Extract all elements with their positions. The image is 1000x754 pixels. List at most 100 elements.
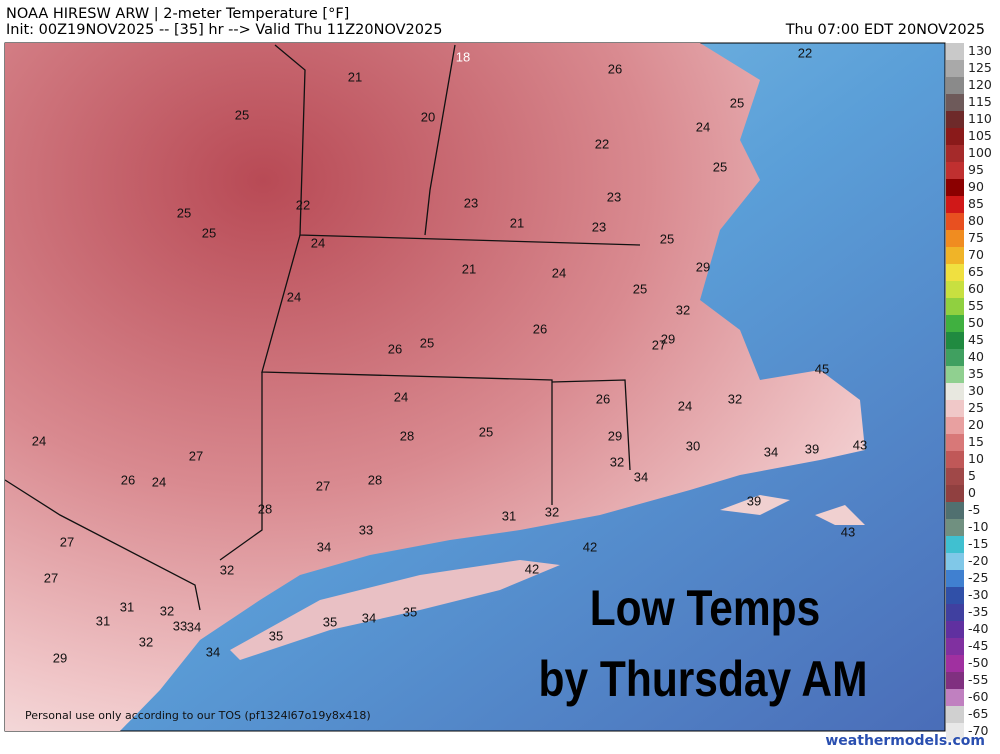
temp-label: 22 (595, 136, 609, 151)
colorbar-label: 10 (968, 451, 984, 466)
temp-label: 32 (676, 302, 690, 317)
colorbar-cell (946, 230, 964, 248)
temp-label: 24 (552, 265, 566, 280)
colorbar-label: 110 (968, 111, 992, 126)
temp-label: 27 (60, 534, 74, 549)
temp-label: 27 (189, 448, 203, 463)
temp-label: 20 (421, 109, 435, 124)
temp-label: 27 (44, 570, 58, 585)
temp-label: 23 (464, 195, 478, 210)
colorbar: 1301251201151101051009590858075706560555… (946, 43, 992, 741)
colorbar-label: 80 (968, 213, 984, 228)
colorbar-cell (946, 723, 964, 741)
site-link[interactable]: weathermodels.com (825, 733, 985, 749)
colorbar-cell (946, 128, 964, 146)
temp-label: 25 (235, 107, 249, 122)
overlay-line-2: by Thursday AM (539, 651, 868, 707)
colorbar-label: -40 (968, 621, 988, 636)
temp-label: 32 (545, 504, 559, 519)
colorbar-cell (946, 570, 964, 588)
colorbar-label: 85 (968, 196, 984, 211)
temp-label: 39 (747, 493, 761, 508)
colorbar-cell (946, 77, 964, 95)
colorbar-cell (946, 264, 964, 282)
colorbar-cell (946, 485, 964, 503)
colorbar-cell (946, 434, 964, 452)
colorbar-cell (946, 689, 964, 707)
temp-label: 26 (608, 61, 622, 76)
temp-label: 32 (139, 634, 153, 649)
colorbar-label: -45 (968, 638, 988, 653)
colorbar-cell (946, 332, 964, 350)
temp-label: 22 (296, 197, 310, 212)
colorbar-cell (946, 672, 964, 690)
temp-label: 34 (634, 469, 648, 484)
temp-label: 34 (362, 610, 376, 625)
temp-label: 24 (287, 289, 301, 304)
colorbar-cell (946, 553, 964, 571)
colorbar-cell (946, 536, 964, 554)
temp-label: 42 (583, 539, 597, 554)
header-title: NOAA HIRESW ARW | 2-meter Temperature [°… (6, 6, 349, 22)
temp-label: 26 (121, 472, 135, 487)
colorbar-cell (946, 349, 964, 367)
colorbar-cell (946, 315, 964, 333)
colorbar-label: -55 (968, 672, 988, 687)
temp-label: 22 (798, 45, 812, 60)
colorbar-label: -25 (968, 570, 988, 585)
colorbar-cell (946, 621, 964, 639)
temp-label: 32 (610, 454, 624, 469)
temp-label: 25 (660, 231, 674, 246)
colorbar-label: 60 (968, 281, 984, 296)
colorbar-label: 65 (968, 264, 984, 279)
colorbar-label: -10 (968, 519, 988, 534)
colorbar-label: 125 (968, 60, 992, 75)
temp-label: 21 (462, 261, 476, 276)
colorbar-cell (946, 468, 964, 486)
temp-label: 42 (525, 561, 539, 576)
temp-label: 29 (696, 259, 710, 274)
colorbar-label: 5 (968, 468, 976, 483)
temp-label: 33 (173, 618, 187, 633)
temp-label: 24 (152, 474, 166, 489)
colorbar-label: -15 (968, 536, 988, 551)
colorbar-label: 90 (968, 179, 984, 194)
colorbar-label: 75 (968, 230, 984, 245)
temp-label: 24 (32, 433, 46, 448)
temp-label: 43 (841, 524, 855, 539)
colorbar-label: -35 (968, 604, 988, 619)
land (5, 43, 865, 731)
colorbar-label: 55 (968, 298, 984, 313)
colorbar-label: 15 (968, 434, 984, 449)
colorbar-label: 95 (968, 162, 984, 177)
colorbar-label: 50 (968, 315, 984, 330)
colorbar-label: 100 (968, 145, 992, 160)
temp-label: 25 (420, 335, 434, 350)
temp-label: 23 (607, 189, 621, 204)
colorbar-label: -65 (968, 706, 988, 721)
temp-label: 25 (479, 424, 493, 439)
colorbar-cell (946, 638, 964, 656)
colorbar-label: -20 (968, 553, 988, 568)
colorbar-label: -70 (968, 723, 988, 738)
temp-label: 34 (206, 644, 220, 659)
long-island (230, 560, 560, 660)
temp-label: 24 (311, 235, 325, 250)
temp-label: 35 (269, 628, 283, 643)
temp-label: 43 (853, 437, 867, 452)
colorbar-cell (946, 383, 964, 401)
colorbar-label: 45 (968, 332, 984, 347)
colorbar-label: 25 (968, 400, 984, 415)
temp-label: 29 (608, 428, 622, 443)
colorbar-label: -30 (968, 587, 988, 602)
temp-label: 27 (652, 337, 666, 352)
colorbar-cell (946, 281, 964, 299)
temp-label: 35 (403, 604, 417, 619)
colorbar-label: -60 (968, 689, 988, 704)
temp-label: 25 (633, 281, 647, 296)
colorbar-cell (946, 179, 964, 197)
colorbar-cell (946, 298, 964, 316)
colorbar-cell (946, 706, 964, 724)
temp-label: 33 (359, 522, 373, 537)
